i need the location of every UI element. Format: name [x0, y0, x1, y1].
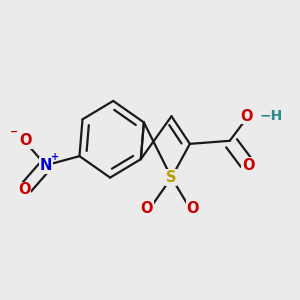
- Text: O: O: [240, 109, 253, 124]
- Text: −H: −H: [260, 109, 283, 123]
- Text: O: O: [141, 201, 153, 216]
- Text: O: O: [242, 158, 254, 173]
- Text: O: O: [187, 201, 199, 216]
- Text: −: −: [11, 127, 19, 137]
- Text: O: O: [18, 182, 31, 197]
- Text: O: O: [20, 133, 32, 148]
- Text: N: N: [40, 158, 52, 173]
- Text: S: S: [166, 170, 177, 185]
- Text: +: +: [52, 152, 60, 162]
